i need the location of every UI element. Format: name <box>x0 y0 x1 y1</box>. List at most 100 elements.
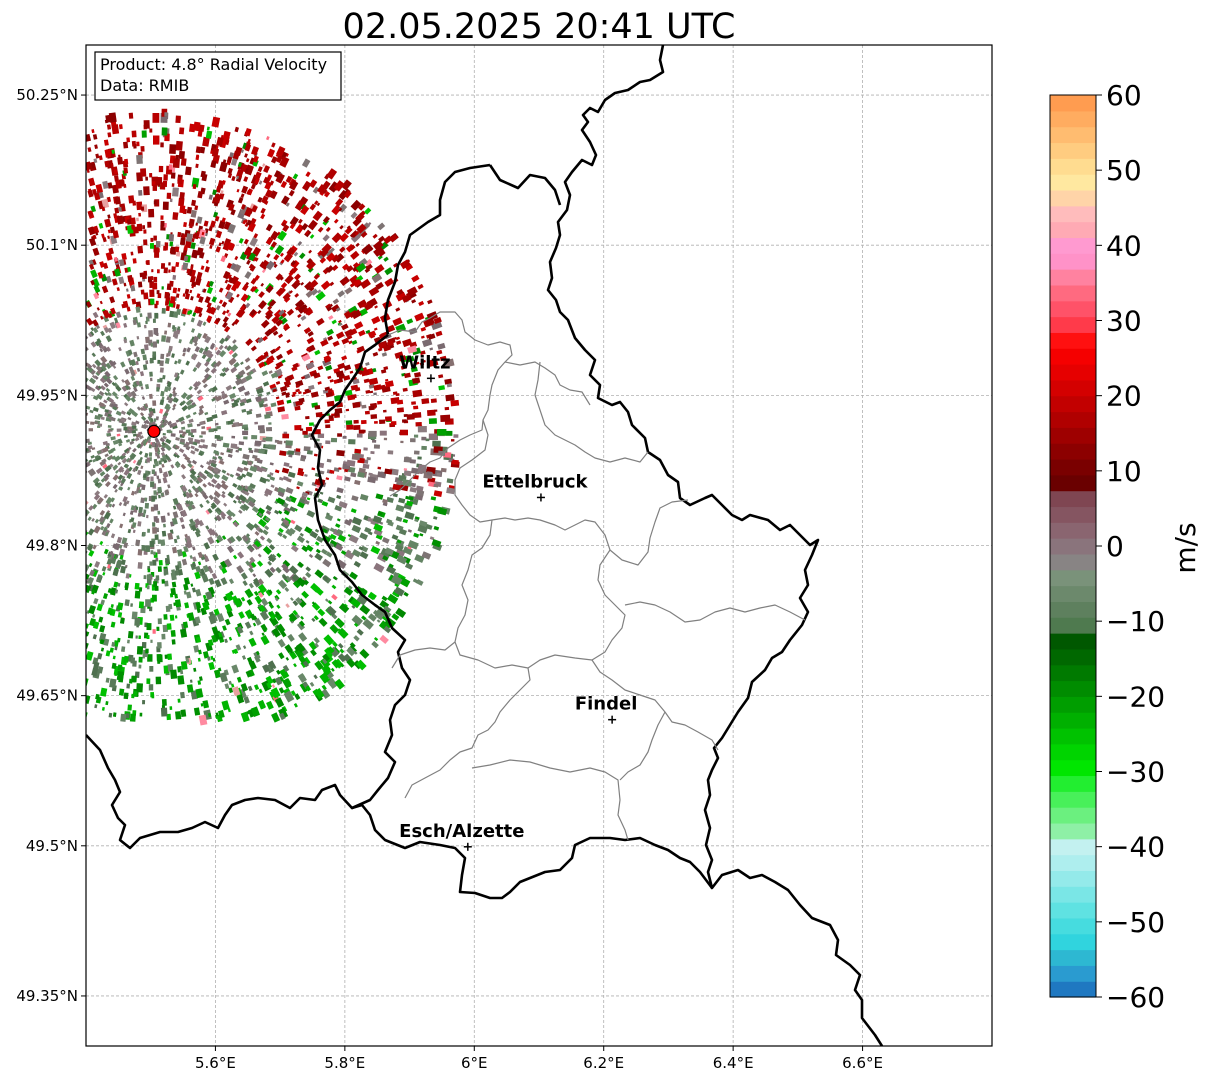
echo-pixel <box>89 263 95 270</box>
echo-pixel <box>283 509 290 516</box>
echo-pixel <box>104 531 109 537</box>
echo-pixel <box>258 300 267 310</box>
echo-pixel <box>169 310 175 318</box>
echo-pixel <box>130 284 136 292</box>
echo-pixel <box>90 454 95 459</box>
echo-pixel <box>91 363 97 369</box>
echo-pixel <box>189 679 193 683</box>
echo-pixel <box>91 374 97 379</box>
echo-pixel <box>271 684 276 688</box>
echo-pixel <box>94 144 98 149</box>
echo-pixel <box>150 550 154 555</box>
echo-pixel <box>399 429 408 436</box>
echo-pixel <box>335 307 341 312</box>
echo-pixel <box>143 442 147 447</box>
echo-pixel <box>384 280 391 286</box>
echo-pixel <box>256 560 264 567</box>
canton-border-wiltz-clervaux <box>504 361 591 406</box>
echo-pixel <box>303 373 311 380</box>
echo-pixel <box>244 588 254 599</box>
echo-pixel <box>152 400 157 406</box>
echo-pixel <box>117 602 124 611</box>
echo-pixel <box>161 579 165 584</box>
echo-pixel <box>142 354 147 361</box>
echo-pixel <box>134 428 138 431</box>
echo-pixel <box>130 359 137 367</box>
echo-pixel <box>190 209 197 218</box>
echo-pixel <box>103 493 109 499</box>
echo-pixel <box>220 134 224 139</box>
echo-pixel <box>259 476 268 484</box>
echo-pixel <box>218 632 223 638</box>
echo-pixel <box>182 352 186 357</box>
echo-pixel <box>377 466 382 470</box>
echo-pixel <box>199 146 206 154</box>
echo-pixel <box>267 600 273 606</box>
echo-pixel <box>163 471 169 478</box>
echo-pixel <box>99 625 106 633</box>
echo-pixel <box>143 229 147 234</box>
echo-pixel <box>161 127 168 136</box>
echo-pixel <box>171 406 176 411</box>
echo-pixel <box>322 528 328 534</box>
echo-pixel <box>258 528 264 534</box>
colorbar-swatch <box>1050 712 1096 729</box>
echo-pixel <box>251 435 258 440</box>
echo-pixel <box>117 664 123 671</box>
echo-pixel <box>126 137 131 143</box>
echo-pixel <box>93 525 101 534</box>
echo-pixel <box>146 635 150 639</box>
echo-pixel <box>86 385 93 391</box>
echo-pixel <box>156 248 160 253</box>
echo-pixel <box>92 395 99 401</box>
echo-pixel <box>233 361 240 369</box>
echo-pixel <box>182 492 187 498</box>
echo-pixel <box>375 533 383 540</box>
echo-pixel <box>322 337 328 341</box>
echo-pixel <box>161 530 167 537</box>
echo-pixel <box>214 451 220 456</box>
echo-pixel <box>207 639 214 647</box>
echo-pixel <box>88 428 93 432</box>
echo-pixel <box>336 494 342 500</box>
colorbar-swatch <box>1050 633 1096 650</box>
echo-pixel <box>384 547 395 556</box>
echo-pixel <box>237 484 243 490</box>
echo-pixel <box>117 637 121 643</box>
echo-pixel <box>281 413 289 420</box>
colorbar-tick-label: 20 <box>1106 380 1142 413</box>
echo-pixel <box>277 406 286 413</box>
y-tick-label: 50.1°N <box>26 236 78 254</box>
echo-pixel <box>167 664 174 672</box>
echo-pixel <box>242 219 247 225</box>
echo-pixel <box>220 577 228 586</box>
echo-pixel <box>395 336 401 341</box>
echo-pixel <box>171 546 178 554</box>
echo-pixel <box>88 505 94 511</box>
echo-pixel <box>169 144 177 154</box>
echo-pixel <box>285 440 293 446</box>
echo-pixel <box>403 470 412 477</box>
echo-pixel <box>278 333 284 339</box>
echo-pixel <box>412 578 419 584</box>
echo-pixel <box>90 327 95 332</box>
colorbar-tick-label: 40 <box>1106 229 1142 262</box>
echo-pixel <box>373 246 385 257</box>
echo-pixel <box>379 430 387 436</box>
echo-pixel <box>235 495 242 502</box>
echo-pixel <box>128 366 134 373</box>
echo-pixel <box>420 335 425 339</box>
echo-pixel <box>132 447 137 453</box>
echo-pixel <box>113 455 121 463</box>
echo-pixel <box>361 420 367 425</box>
echo-pixel <box>183 583 189 591</box>
echo-pixel <box>96 496 104 505</box>
echo-pixel <box>95 183 104 194</box>
echo-pixel <box>159 399 165 406</box>
echo-pixel <box>150 237 154 242</box>
echo-pixel <box>227 223 236 234</box>
echo-pixel <box>277 510 283 515</box>
colorbar-swatch <box>1050 284 1096 302</box>
echo-pixel <box>175 293 180 298</box>
echo-pixel <box>144 344 149 351</box>
